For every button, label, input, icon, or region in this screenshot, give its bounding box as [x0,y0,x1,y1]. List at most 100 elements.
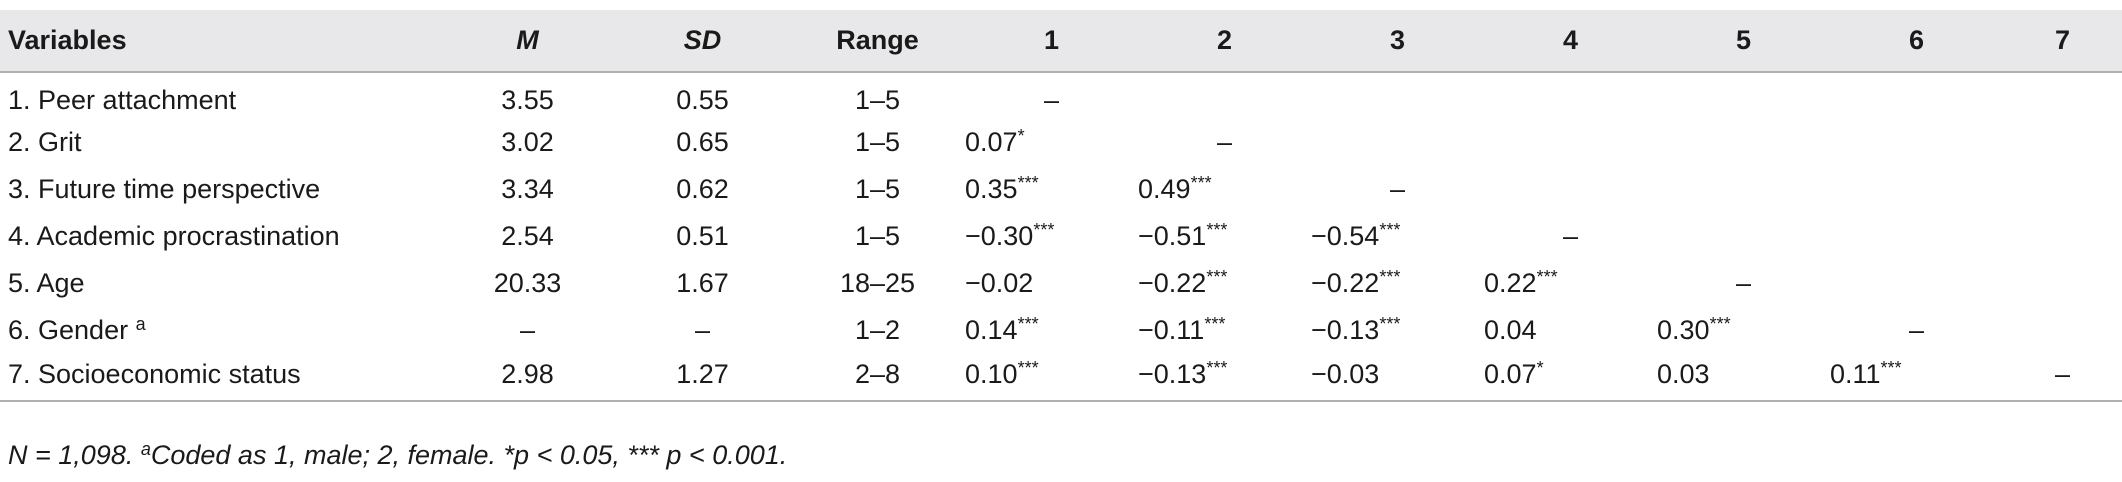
significance-marker: *** [1709,314,1731,334]
correlation-value: – [1562,221,1579,251]
significance-marker: *** [1379,220,1401,240]
variable-label: 2. Grit [8,127,82,157]
cell-correlation-7 [2003,72,2122,119]
table-body: 1. Peer attachment 3.55 0.55 1–5 – 2. Grit 3.0… [0,72,2122,402]
cell-m: 3.55 [501,84,554,115]
header-col-7: 7 [2003,10,2122,73]
cell-correlation-3: −0.54*** [1311,213,1484,260]
header-col-2: 2 [1138,10,1311,73]
cell-range: 1–5 [854,174,901,204]
cell-correlation-2: −0.51*** [1138,213,1311,260]
cell-correlation-2: 0.49*** [1138,166,1311,213]
significance-marker: * [1017,126,1025,146]
cell-correlation-6 [1830,166,2003,213]
row-variable-name: 4. Academic procrastination [0,213,440,260]
variable-label: 5. Age [8,268,85,298]
cell-sd: 1.27 [615,354,790,402]
significance-marker: *** [1017,314,1039,334]
correlation-value: −0.54 [1311,221,1380,251]
cell-correlation-1: 0.14*** [965,307,1138,354]
cell-correlation-7 [2003,213,2122,260]
cell-correlation-7: – [2003,354,2122,402]
cell-correlation-1: 0.10*** [965,354,1138,402]
row-variable-name: 2. Grit [0,119,440,166]
header-col-3: 3 [1311,10,1484,73]
correlation-value: 0.07 [965,127,1018,157]
variable-label: 7. Socioeconomic status [8,358,301,389]
correlation-value: 0.30 [1657,315,1710,345]
cell-sd: 0.65 [676,127,729,157]
cell-correlation-3: −0.03 [1311,354,1484,402]
significance-marker: *** [1379,267,1401,287]
correlation-value: – [2054,358,2071,389]
correlation-value: 0.22 [1484,268,1537,298]
significance-marker: *** [1017,357,1039,378]
row-variable-name: 5. Age [0,260,440,307]
cell-sd: 0.51 [676,221,729,251]
correlation-value: 0.14 [965,315,1018,345]
cell-range: 2–8 [790,354,965,402]
header-col-4: 4 [1484,10,1657,73]
table-row: 1. Peer attachment 3.55 0.55 1–5 – [0,72,2122,119]
significance-marker: *** [1190,173,1212,193]
footnote-superscript: a [140,439,151,459]
correlation-value: −0.13 [1311,315,1380,345]
significance-marker: *** [1379,314,1401,334]
correlation-value: 0.10 [965,358,1018,389]
cell-m: 2.54 [501,221,554,251]
cell-correlation-4: 0.07* [1484,354,1657,402]
cell-correlation-6: 0.11*** [1830,354,2003,402]
cell-range: 1–2 [854,315,901,345]
table-row: 4. Academic procrastination 2.54 0.51 1–5 −0… [0,213,2122,260]
significance-marker: *** [1536,267,1558,287]
cell-correlation-3 [1311,72,1484,119]
cell-sd: 1.67 [676,268,729,298]
variable-label: 4. Academic procrastination [8,221,340,251]
cell-correlation-2: −0.11*** [1138,307,1311,354]
cell-m: 2.98 [440,354,615,402]
significance-marker: *** [1206,220,1228,240]
correlation-value: 0.03 [1657,358,1710,389]
header-range: Range [790,10,965,73]
significance-marker: *** [1206,357,1228,378]
table-row: 5. Age 20.33 1.67 18–25 −0.02 −0.22*** −0.22**… [0,260,2122,307]
table-row: 2. Grit 3.02 0.65 1–5 0.07* – [0,119,2122,166]
table-row: 6. Gender a – –1–2 0.14*** −0.11*** −0.13*** 0… [0,307,2122,354]
cell-correlation-1: 0.07* [965,119,1138,166]
variable-label: 3. Future time perspective [8,174,321,204]
cell-correlation-5 [1657,72,1830,119]
correlation-value: 0.49 [1138,174,1191,204]
cell-correlation-2 [1138,72,1311,119]
cell-correlation-4: 0.22*** [1484,260,1657,307]
cell-correlation-6 [1830,260,2003,307]
significance-marker: *** [1033,220,1055,240]
significance-marker: *** [1017,173,1039,193]
significance-marker: *** [1206,267,1228,287]
cell-correlation-2: −0.22*** [1138,260,1311,307]
correlation-value: −0.02 [965,268,1034,298]
cell-correlation-1: – [965,72,1138,119]
correlation-value: −0.51 [1138,221,1207,251]
variable-label: 6. Gender [8,315,136,345]
header-variables: Variables [0,10,440,73]
row-variable-name: 7. Socioeconomic status [0,354,440,402]
cell-correlation-3: – [1311,166,1484,213]
correlation-value: −0.30 [965,221,1034,251]
correlation-value: 0.11 [1830,358,1881,389]
header-mean: M [440,10,615,73]
cell-range: 1–5 [854,221,901,251]
cell-m: 3.34 [501,174,554,204]
variable-label: 1. Peer attachment [8,84,237,115]
cell-range: 1–5 [854,84,901,115]
correlation-value: −0.11 [1138,315,1205,345]
correlation-value: −0.22 [1138,268,1207,298]
header-col-6: 6 [1830,10,2003,73]
variable-superscript: a [135,314,146,334]
cell-m: – [519,315,536,345]
cell-sd: 0.62 [676,174,729,204]
correlation-value: 0.07 [1484,358,1537,389]
cell-correlation-4: 0.04 [1484,307,1657,354]
header-col-1: 1 [965,10,1138,73]
cell-m: 20.33 [493,268,562,298]
